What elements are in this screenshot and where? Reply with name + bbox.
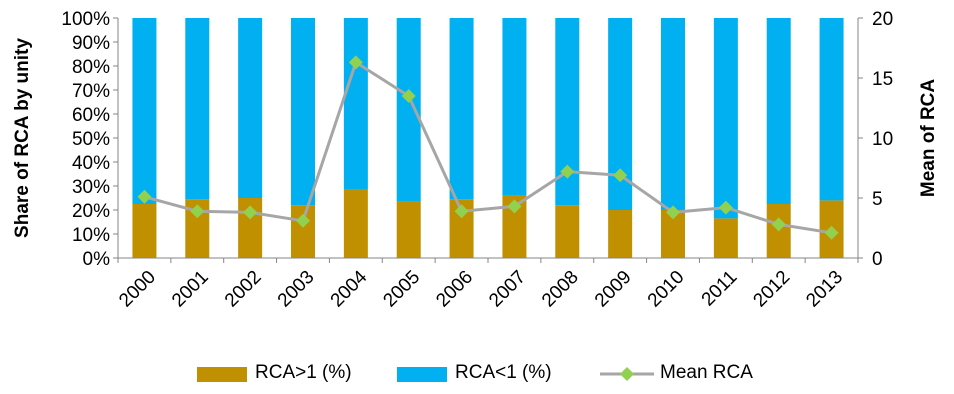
y-tick-label: 100% (61, 9, 110, 30)
y2-tick-label: 20 (872, 9, 893, 30)
bar-rca-above-1-2005 (396, 201, 421, 258)
y-tick-label: 10% (72, 225, 110, 246)
plot-area: 0% 10% 20% 30% 40% 50% 60% 70% 80% 90% 100% 0 5 10 15 2… (61, 9, 893, 311)
mean-rca-point-2010 (666, 205, 680, 220)
bar-rca-below-1-2000 (132, 18, 157, 204)
mean-rca-point-2008 (560, 164, 575, 179)
bar-rca-below-1-2012 (766, 18, 791, 204)
x-tick-label: 2002 (221, 267, 266, 312)
y-tick-label: 50% (72, 129, 110, 150)
y-tick-label: 60% (72, 105, 110, 126)
y-tick-label: 80% (72, 57, 110, 78)
mean-rca-point-2003 (296, 213, 310, 228)
x-tick-label: 2008 (538, 267, 583, 312)
mean-rca-point-2012 (771, 217, 786, 232)
legend-swatch-rca-above-1 (197, 367, 247, 382)
y2-axis-title: Mean of RCA (918, 79, 939, 198)
mean-rca-point-2000 (137, 189, 152, 204)
y-tick-label: 90% (72, 33, 110, 54)
legend-label-rca-below-1: RCA<1 (%) (455, 362, 552, 383)
x-tick-label: 2006 (432, 267, 477, 312)
mean-rca-point-2006 (454, 204, 469, 219)
bar-rca-below-1-2004 (343, 18, 368, 190)
bar-rca-below-1-2002 (238, 18, 263, 198)
legend-swatch-rca-below-1 (397, 367, 447, 382)
x-tick-label: 2007 (485, 267, 530, 312)
y-tick-label: 70% (72, 81, 110, 102)
x-tick-label: 2005 (380, 267, 425, 312)
mean-rca-point-2013 (824, 225, 839, 240)
bar-rca-below-1-2006 (449, 18, 474, 200)
y-axis-title: Share of RCA by unity (12, 38, 33, 238)
x-tick-label: 2009 (591, 267, 636, 312)
y2-tick-label: 15 (872, 69, 893, 90)
y-tick-label: 20% (72, 201, 110, 222)
y2-tick-label: 5 (872, 189, 883, 210)
bar-rca-below-1-2005 (396, 18, 421, 202)
legend-marker-mean-rca (620, 367, 634, 381)
x-tick-label: 2013 (802, 267, 847, 312)
mean-rca-point-2009 (613, 168, 628, 183)
legend-label-mean-rca: Mean RCA (660, 362, 753, 383)
bar-rca-above-1-2003 (291, 205, 315, 258)
y2-tick-label: 0 (872, 249, 883, 270)
bar-rca-below-1-2007 (502, 18, 527, 196)
x-tick-label: 2012 (750, 267, 795, 312)
x-tick-label: 2003 (274, 267, 319, 312)
x-tick-label: 2010 (644, 267, 689, 312)
x-tick-label: 2001 (168, 267, 213, 312)
x-tick-label: 2000 (115, 267, 160, 312)
bar-rca-below-1-2003 (291, 18, 315, 206)
bar-rca-above-1-2008 (555, 205, 580, 258)
bar-rca-below-1-2013 (819, 18, 844, 201)
bar-rca-below-1-2011 (713, 18, 738, 219)
mean-rca-point-2001 (190, 204, 205, 219)
mean-rca-line (144, 60, 832, 235)
bar-rca-above-1-2009 (608, 210, 633, 258)
y-tick-label: 40% (72, 153, 110, 174)
mean-rca-point-2002 (243, 205, 258, 220)
y2-tick-label: 10 (872, 129, 893, 150)
mean-rca-point-2007 (507, 199, 522, 214)
bar-rca-below-1-2001 (185, 18, 210, 200)
mean-rca-point-2011 (718, 200, 733, 215)
y-tick-label: 30% (72, 177, 110, 198)
legend-label-rca-above-1: RCA>1 (%) (255, 362, 352, 383)
mean-rca-point-2005 (401, 89, 416, 103)
legend: RCA>1 (%) RCA<1 (%) Mean RCA (197, 362, 753, 383)
y-tick-label: 0% (83, 249, 111, 270)
bar-rca-above-1-2004 (343, 189, 368, 258)
mean-rca-point-2004 (348, 55, 363, 70)
x-tick-label: 2011 (698, 267, 742, 311)
bar-rca-above-1-2011 (713, 218, 738, 258)
bar-rca-below-1-2010 (661, 18, 685, 210)
bar-rca-above-1-2000 (132, 204, 157, 258)
x-tick-label: 2004 (327, 266, 372, 311)
